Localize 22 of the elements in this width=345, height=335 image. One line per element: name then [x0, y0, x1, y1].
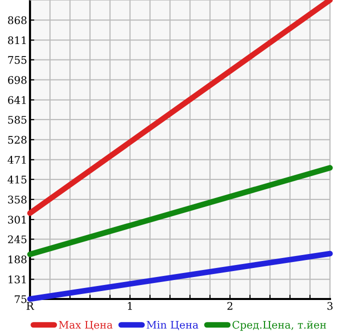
y-tick-label: 188 — [8, 255, 27, 264]
y-tick-label: 75 — [14, 295, 26, 304]
y-tick-label: 585 — [8, 116, 26, 124]
y-tick-label: 131 — [8, 276, 26, 284]
y-tick-label: 245 — [8, 235, 26, 244]
x-tick-label: 3 — [327, 302, 333, 310]
y-tick-label: 528 — [8, 136, 27, 144]
x-tick-label: R — [26, 302, 34, 310]
legend-label: Max Цена — [58, 320, 113, 330]
y-tick-label: 471 — [8, 156, 26, 164]
y-tick-label: 358 — [8, 196, 27, 204]
y-tick-label: 641 — [8, 96, 26, 104]
legend-label: Сред.Цена, т.йен — [232, 320, 326, 331]
y-tick-label: 415 — [8, 176, 26, 184]
x-tick-label: 1 — [128, 302, 132, 310]
y-tick-label: 811 — [8, 36, 26, 44]
y-tick-label: 301 — [8, 216, 26, 224]
y-tick-label: 868 — [8, 16, 27, 24]
x-tick-label: 2 — [227, 302, 232, 310]
legend-label: Min Цена — [146, 320, 198, 330]
y-tick-label: 698 — [8, 76, 27, 84]
y-tick-label: 755 — [8, 56, 26, 64]
